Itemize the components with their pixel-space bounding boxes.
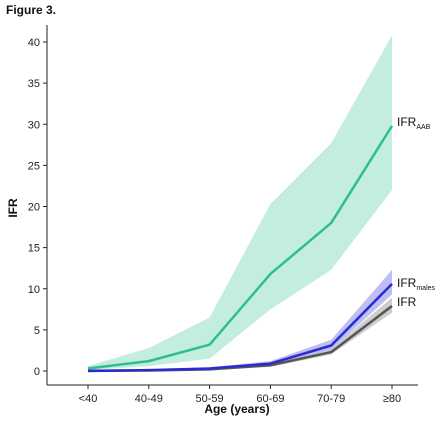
x-tick-label: 60-69 — [256, 393, 284, 405]
x-tick-label: 40-49 — [135, 393, 163, 405]
confidence-band-males — [88, 269, 392, 371]
series-label-subscript: males — [416, 285, 435, 292]
y-tick-label: 10 — [28, 284, 40, 296]
series-lines — [87, 125, 394, 373]
series-label-males: IFRmales — [397, 276, 436, 292]
series-label-AAB: IFRAAB — [397, 115, 431, 131]
x-tick-label: 50-59 — [196, 393, 224, 405]
figure-title: Figure 3. — [6, 3, 57, 17]
series-label-overall: IFR — [397, 295, 417, 309]
y-tick-label: 0 — [34, 366, 40, 378]
series-label-main: IFR — [397, 115, 417, 129]
confidence-bands — [88, 35, 392, 371]
x-tick-label: 70-79 — [317, 393, 345, 405]
series-line-AAB — [87, 125, 394, 370]
y-ticks: 0 5 10 15 20 25 30 35 40 — [28, 37, 47, 378]
x-tick-label: <40 — [79, 393, 98, 405]
series-label-main: IFR — [397, 276, 417, 290]
y-tick-label: 25 — [28, 160, 40, 172]
series-label-subscript: AAB — [416, 124, 430, 131]
series-line-males — [87, 282, 393, 373]
confidence-band-AAB — [88, 35, 392, 371]
y-tick-label: 20 — [28, 202, 40, 214]
y-tick-label: 15 — [28, 243, 40, 255]
y-tick-label: 30 — [28, 119, 40, 131]
series-label-main: IFR — [397, 295, 417, 309]
x-tick-label: ≥80 — [383, 393, 401, 405]
y-tick-label: 40 — [28, 37, 40, 49]
y-axis-title: IFR — [6, 198, 20, 218]
axes — [46, 25, 418, 386]
x-ticks: <40 40-49 50-59 60-69 70-79 ≥80 — [79, 385, 401, 405]
y-tick-label: 5 — [34, 325, 40, 337]
x-axis-title: Age (years) — [204, 402, 269, 416]
y-tick-label: 35 — [28, 78, 40, 90]
